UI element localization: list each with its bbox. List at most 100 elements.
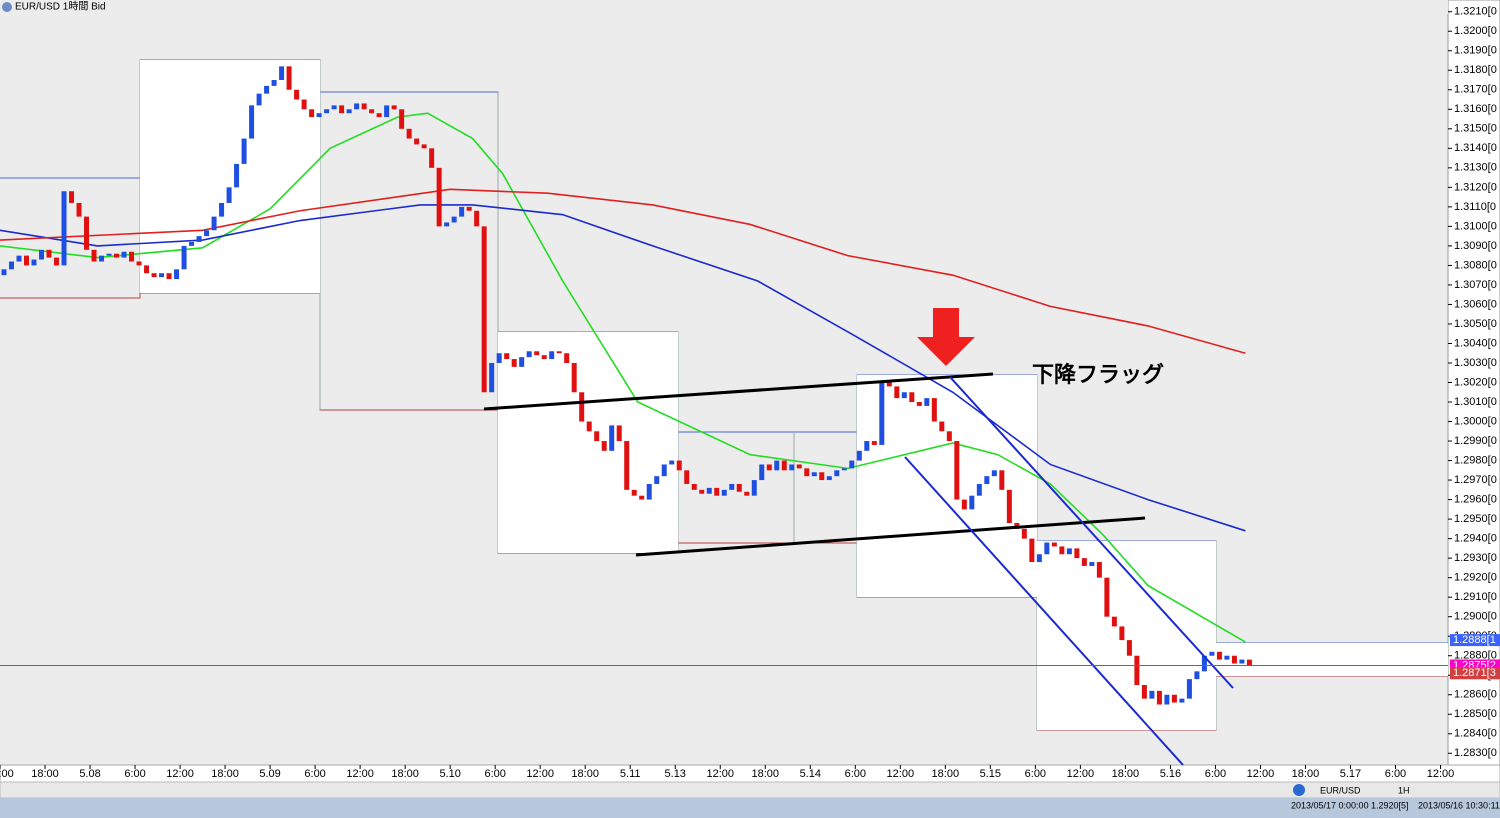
y-tick-label: 1.3110[0: [1454, 201, 1496, 213]
candle: [181, 245, 187, 270]
x-tick-label: 12:00: [526, 768, 554, 780]
x-tick-label: 12:00: [1427, 768, 1455, 780]
candle: [189, 241, 195, 246]
candle: [421, 144, 427, 149]
x-tick-label: 6:00: [1205, 768, 1226, 780]
status-timeframe[interactable]: 1H: [1398, 785, 1410, 795]
candle: [1029, 538, 1035, 563]
candle: [114, 253, 120, 258]
y-tick-label: 1.2960[0: [1454, 493, 1497, 505]
y-tick-label: 1.3170[0: [1454, 84, 1497, 96]
candle: [526, 351, 532, 358]
price-tag: [1450, 667, 1500, 680]
y-tick-label: 1.3130[0: [1454, 162, 1497, 174]
candle: [1164, 694, 1170, 705]
candle: [1104, 577, 1110, 617]
candle: [31, 259, 37, 266]
candle: [1224, 655, 1230, 660]
y-tick-label: 1.3120[0: [1454, 181, 1497, 193]
candle: [354, 103, 360, 110]
candle: [654, 476, 660, 484]
candle: [631, 489, 637, 496]
candle: [834, 470, 840, 477]
x-tick-label: 6:00: [1385, 768, 1406, 780]
candle: [819, 472, 825, 481]
candle: [729, 483, 735, 490]
scrollbar[interactable]: [0, 781, 1500, 799]
y-tick-label: 1.2830[0: [1454, 747, 1497, 759]
y-tick-label: 1.3060[0: [1454, 298, 1497, 310]
y-tick-label: 1.2880[0: [1454, 650, 1497, 662]
x-tick-label: 18:00: [1112, 768, 1140, 780]
status-price: 1.2920[5]: [1371, 800, 1409, 810]
x-tick-label: 18:00: [1292, 768, 1320, 780]
candle: [309, 109, 315, 118]
candle: [316, 113, 322, 118]
candle: [1111, 616, 1117, 627]
status-symbol[interactable]: EUR/USD: [1320, 785, 1361, 795]
candle: [901, 392, 907, 399]
candle: [954, 441, 960, 500]
x-tick-label: 12:00: [346, 768, 374, 780]
candle: [886, 382, 892, 387]
candle: [1066, 548, 1072, 555]
candle: [751, 480, 757, 496]
y-tick-label: 1.2980[0: [1454, 454, 1497, 466]
candle: [661, 464, 667, 477]
trendline: [635, 516, 1146, 557]
globe-button[interactable]: [1293, 784, 1305, 796]
y-tick-label: 1.2920[0: [1454, 572, 1497, 584]
y-tick-label: 1.3010[0: [1454, 396, 1497, 408]
y-tick-label: 1.3090[0: [1454, 240, 1497, 252]
candle: [226, 187, 232, 203]
candle: [1126, 640, 1132, 656]
candle: [429, 148, 435, 168]
candle: [204, 230, 210, 237]
box-fill: [140, 60, 320, 293]
candle: [796, 464, 802, 469]
down-arrow: [917, 308, 975, 366]
candle: [1089, 562, 1095, 566]
y-tick-label: 1.3030[0: [1454, 357, 1497, 369]
candle: [414, 138, 420, 145]
candle: [616, 425, 622, 442]
moving-average: [0, 204, 1246, 532]
candle: [1006, 489, 1012, 524]
y-tick-label: 1.3150[0: [1454, 123, 1497, 135]
candle: [1036, 554, 1042, 563]
candle: [1051, 542, 1057, 547]
candle: [534, 351, 540, 356]
candle: [999, 470, 1005, 490]
box-fill: [498, 332, 678, 553]
candle: [219, 202, 225, 217]
candle: [294, 89, 300, 100]
x-tick-label: 12:00: [887, 768, 915, 780]
candle: [136, 261, 142, 266]
candle: [871, 441, 877, 445]
y-tick-label: 1.3140[0: [1454, 142, 1497, 154]
x-tick-label: 18:00: [211, 768, 239, 780]
price-tag: [1450, 634, 1500, 647]
candle: [166, 273, 172, 280]
candle: [909, 392, 915, 403]
candle: [1171, 694, 1177, 703]
y-tick-label: 1.3180[0: [1454, 64, 1497, 76]
candle: [211, 216, 217, 231]
candle: [579, 392, 585, 422]
box-fill: [857, 375, 1037, 597]
x-tick-label: 6:00: [304, 768, 325, 780]
candle: [279, 66, 285, 81]
candle: [879, 382, 885, 445]
candle: [1186, 679, 1192, 699]
candle: [759, 464, 765, 481]
candle: [1134, 655, 1140, 685]
x-tick-label: 6:00: [845, 768, 866, 780]
candle: [594, 431, 600, 442]
candle: [129, 251, 135, 262]
x-tick-label: 6:00: [124, 768, 145, 780]
candle: [1074, 548, 1080, 559]
candle: [669, 460, 675, 465]
candle: [369, 109, 375, 114]
x-tick-label: 5.17: [1340, 768, 1361, 780]
x-tick-label: 5.09: [259, 768, 280, 780]
